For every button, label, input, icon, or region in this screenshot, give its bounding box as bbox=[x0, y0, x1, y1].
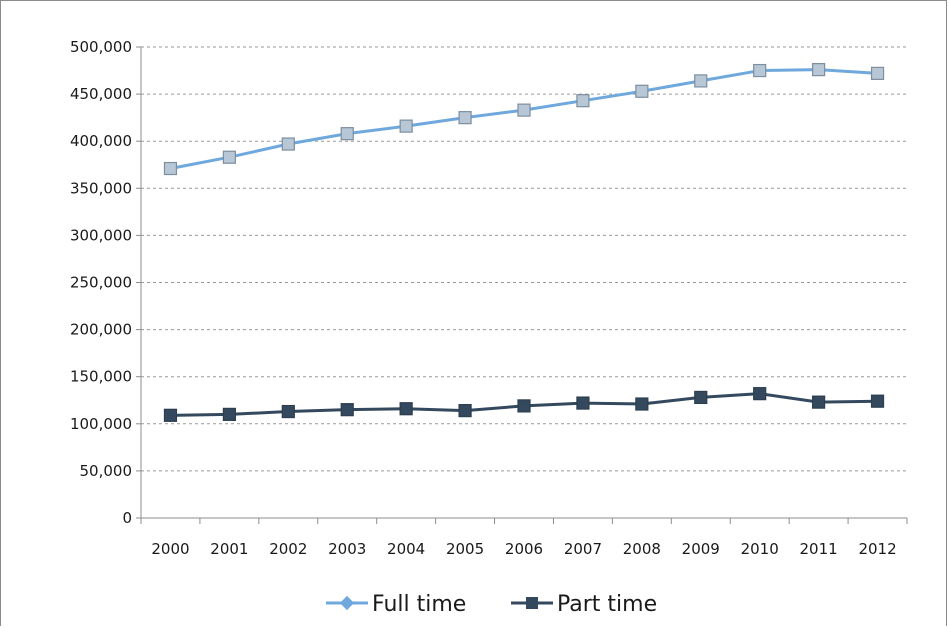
x-tick-label: 2005 bbox=[446, 540, 484, 558]
data-point bbox=[635, 397, 649, 411]
data-point bbox=[163, 161, 178, 176]
x-tick-label: 2007 bbox=[564, 540, 602, 558]
data-point bbox=[399, 402, 413, 416]
data-point bbox=[870, 66, 885, 80]
data-point bbox=[163, 408, 178, 422]
data-point bbox=[576, 396, 590, 410]
legend-label: Part time bbox=[557, 592, 657, 617]
gridlines bbox=[141, 46, 907, 472]
data-point bbox=[694, 390, 708, 405]
x-tick-label: 2000 bbox=[151, 540, 189, 558]
data-point bbox=[281, 404, 295, 419]
data-point bbox=[458, 111, 472, 125]
data-point bbox=[753, 387, 767, 401]
y-tick-label: 0 bbox=[122, 509, 132, 527]
data-point bbox=[399, 119, 413, 133]
data-point bbox=[458, 404, 472, 418]
data-point bbox=[635, 84, 649, 98]
data-point bbox=[340, 127, 354, 141]
data-point bbox=[222, 150, 236, 164]
data-point bbox=[812, 395, 826, 409]
y-tick-label: 300,000 bbox=[70, 226, 132, 244]
x-tick-label: 2011 bbox=[800, 540, 838, 558]
x-tick-label: 2004 bbox=[387, 540, 425, 558]
y-tick-label: 500,000 bbox=[70, 38, 132, 56]
data-point bbox=[517, 103, 531, 117]
x-tick-label: 2002 bbox=[269, 540, 307, 558]
x-tick-label: 2006 bbox=[505, 540, 543, 558]
y-tick-label: 250,000 bbox=[70, 274, 132, 292]
data-point bbox=[340, 403, 354, 417]
y-tick-label: 400,000 bbox=[70, 132, 132, 150]
data-point bbox=[576, 94, 590, 108]
x-tick-label: 2010 bbox=[741, 540, 779, 558]
x-tick-label: 2001 bbox=[210, 540, 248, 558]
data-point bbox=[694, 74, 708, 88]
y-tick-label: 50,000 bbox=[80, 462, 133, 480]
y-tick-label: 100,000 bbox=[70, 415, 132, 433]
data-point bbox=[870, 394, 885, 408]
data-point bbox=[753, 63, 767, 78]
y-tick-label: 150,000 bbox=[70, 368, 132, 386]
legend-label: Full time bbox=[372, 592, 466, 617]
y-tick-label: 350,000 bbox=[70, 179, 132, 197]
data-point bbox=[222, 407, 236, 421]
x-tick-label: 2003 bbox=[328, 540, 366, 558]
legend: Full time Part time bbox=[326, 592, 657, 617]
data-point bbox=[281, 137, 295, 151]
data-point bbox=[812, 63, 826, 77]
y-tick-label: 200,000 bbox=[70, 321, 132, 339]
series-line-full-time bbox=[170, 68, 878, 170]
x-tick-label: 2008 bbox=[623, 540, 661, 558]
data-point bbox=[517, 399, 531, 413]
axes: 0 50,000 100,000 150,000 200,000 250,000 300,0… bbox=[70, 38, 908, 558]
x-tick-label: 2009 bbox=[682, 540, 720, 558]
x-tick-label: 2012 bbox=[858, 540, 896, 558]
legend-marker bbox=[526, 597, 538, 609]
y-tick-label: 450,000 bbox=[70, 85, 132, 103]
legend-marker bbox=[339, 595, 355, 611]
series-layer bbox=[163, 63, 885, 422]
